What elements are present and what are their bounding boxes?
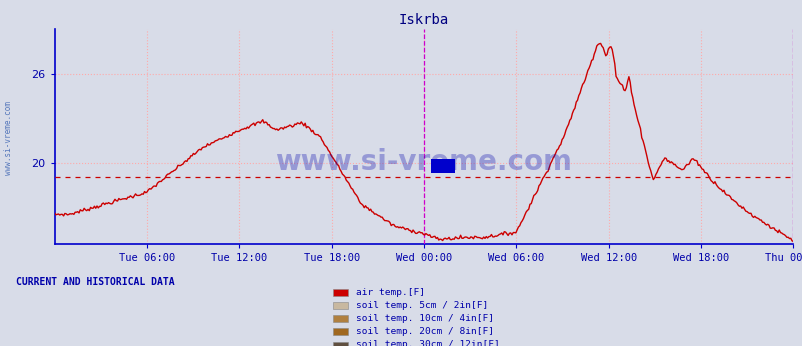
Text: soil temp. 30cm / 12in[F]: soil temp. 30cm / 12in[F] — [355, 340, 499, 346]
Bar — [431, 159, 455, 173]
Text: www.si-vreme.com: www.si-vreme.com — [275, 148, 572, 176]
Title: Iskrba: Iskrba — [399, 13, 448, 27]
Text: soil temp. 20cm / 8in[F]: soil temp. 20cm / 8in[F] — [355, 327, 493, 336]
Bar — [431, 159, 443, 172]
Text: soil temp. 10cm / 4in[F]: soil temp. 10cm / 4in[F] — [355, 314, 493, 323]
Bar — [443, 159, 455, 172]
Text: air temp.[F]: air temp.[F] — [355, 288, 424, 297]
Text: CURRENT AND HISTORICAL DATA: CURRENT AND HISTORICAL DATA — [16, 277, 175, 288]
Text: soil temp. 5cm / 2in[F]: soil temp. 5cm / 2in[F] — [355, 301, 488, 310]
Text: www.si-vreme.com: www.si-vreme.com — [3, 101, 13, 175]
